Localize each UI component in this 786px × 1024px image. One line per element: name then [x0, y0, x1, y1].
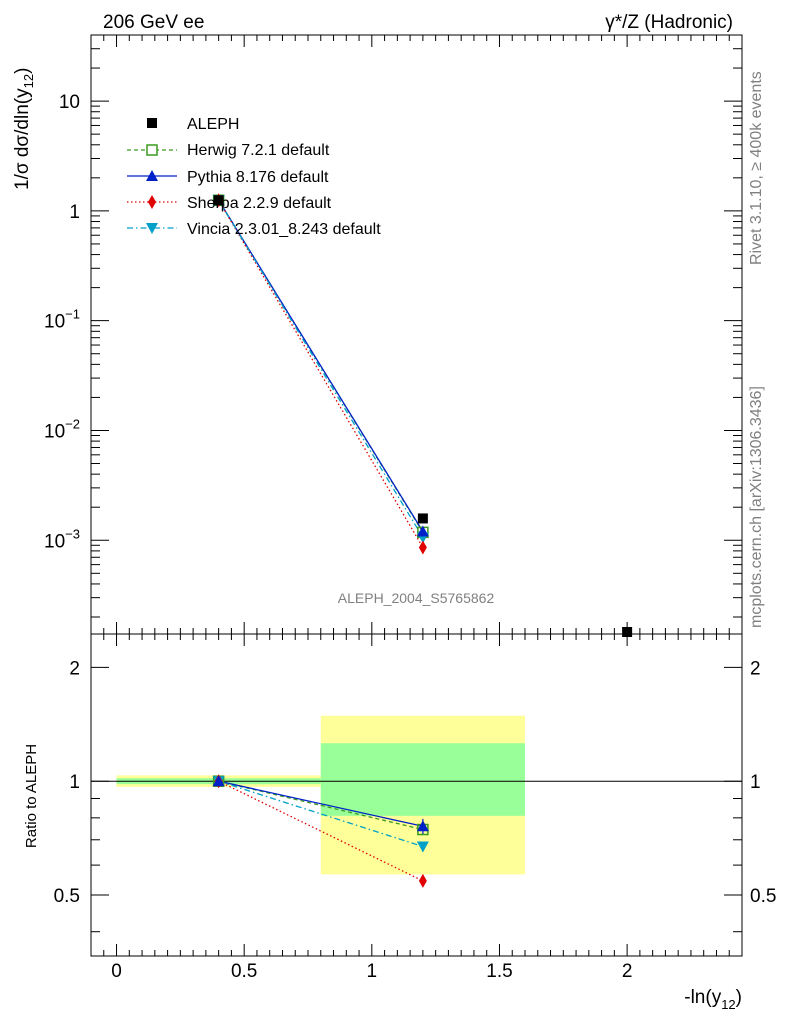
- ratio-ytick-label-right: 0.5: [750, 886, 776, 907]
- ratio-xtick-label: 1: [367, 961, 378, 982]
- ratio-series-markers: [212, 774, 429, 888]
- legend-entry-herwig: Herwig 7.2.1 default: [127, 142, 330, 159]
- legend-label-aleph: ALEPH: [187, 116, 239, 133]
- main-y-title: 1/σ dσ/dln(y12): [12, 68, 36, 190]
- legend-label-herwig: Herwig 7.2.1 default: [187, 142, 330, 159]
- legend-marker-pythia: [146, 170, 158, 181]
- main-y-title-sub: 12: [21, 74, 36, 88]
- ratio-y-title: Ratio to ALEPH: [23, 744, 40, 848]
- ratio-xtick-label: 0: [111, 961, 122, 982]
- main-y-title-close: ): [12, 68, 33, 74]
- ratio-ytick-label-right: 2: [750, 658, 761, 679]
- main-series-markers: [212, 193, 633, 637]
- main-marker-pythia-1: [416, 525, 429, 537]
- legend-marker-aleph: [147, 118, 157, 128]
- main-ytick-label: 10−1: [44, 307, 80, 333]
- ratio-xtick-label: 0.5: [231, 961, 257, 982]
- main-series-lines: [218, 199, 424, 548]
- ratio-line-vincia: [218, 780, 424, 848]
- main-line-pythia: [218, 199, 424, 532]
- x-axis-title-close: ): [736, 987, 742, 1008]
- legend-label-sherpa: Sherpa 2.2.9 default: [187, 195, 332, 212]
- x-axis-title-main: -ln(y: [684, 987, 721, 1008]
- legend-entry-pythia: Pythia 8.176 default: [127, 169, 329, 186]
- rivet-label: Rivet 3.1.10, ≥ 400k events: [748, 71, 765, 265]
- ratio-line-sherpa: [218, 780, 424, 882]
- ratio-series-lines: [218, 780, 424, 882]
- x-axis-title: -ln(y12): [684, 987, 742, 1012]
- legend-entry-aleph: ALEPH: [147, 116, 239, 133]
- legend-marker-herwig: [146, 144, 158, 156]
- main-ytick-label: 10: [59, 92, 80, 113]
- main-marker-data-0: [213, 195, 224, 206]
- ratio-panel: 0 0.5 1 1.5 2 2 2 1 1 0.5 0.5: [54, 633, 776, 982]
- process-label: γ*/Z (Hadronic): [605, 12, 733, 33]
- main-line-vincia: [218, 199, 424, 538]
- ratio-marker-sherpa-1: [418, 873, 427, 888]
- ratio-band-inner-1: [320, 743, 525, 816]
- ratio-line-pythia: [218, 780, 424, 827]
- energy-label: 206 GeV ee: [103, 12, 204, 33]
- legend-marker-vincia: [146, 223, 158, 234]
- legend-marker-sherpa: [148, 195, 156, 209]
- main-y-title-main: 1/σ dσ/dln(y: [12, 88, 33, 190]
- main-ytick-label: 10−3: [44, 526, 80, 552]
- ratio-xtick-label: 2: [622, 961, 633, 982]
- main-marker-sherpa-1: [418, 540, 427, 555]
- ratio-marker-pythia-0: [212, 775, 225, 787]
- legend-entry-sherpa: Sherpa 2.2.9 default: [127, 195, 332, 212]
- x-axis-title-sub: 12: [721, 997, 735, 1012]
- ratio-xtick-label: 1.5: [486, 961, 512, 982]
- ratio-marker-pythia-1: [416, 820, 429, 832]
- legend-entry-vincia: Vincia 2.3.01_8.243 default: [127, 221, 381, 238]
- analysis-id-label: ALEPH_2004_S5765862: [338, 590, 495, 606]
- ratio-frame: [90, 633, 743, 957]
- main-ytick-label: 10−2: [44, 416, 80, 442]
- legend-label-vincia: Vincia 2.3.01_8.243 default: [187, 221, 381, 238]
- ratio-ytick-label-left: 0.5: [54, 886, 80, 907]
- mcplots-label: mcplots.cern.ch [arXiv:1306.3436]: [748, 386, 765, 628]
- main-marker-data-1: [417, 513, 428, 524]
- ratio-axis-ticks: 0 0.5 1 1.5 2 2 2 1 1 0.5 0.5: [54, 634, 776, 982]
- main-axis-ticks: 10 1 10−1 10−2 10−3: [44, 34, 743, 634]
- main-ytick-label: 1: [69, 202, 80, 223]
- legend-label-pythia: Pythia 8.176 default: [187, 169, 329, 186]
- ratio-ytick-label-right: 1: [750, 772, 761, 793]
- ratio-uncertainty-bands: [116, 715, 525, 875]
- ratio-ytick-label-left: 1: [69, 772, 80, 793]
- ratio-marker-vincia-1: [416, 841, 429, 853]
- legend: ALEPH Herwig 7.2.1 default Pythia 8.176 …: [127, 116, 381, 238]
- main-line-sherpa: [218, 199, 424, 548]
- ratio-ytick-label-left: 2: [69, 658, 80, 679]
